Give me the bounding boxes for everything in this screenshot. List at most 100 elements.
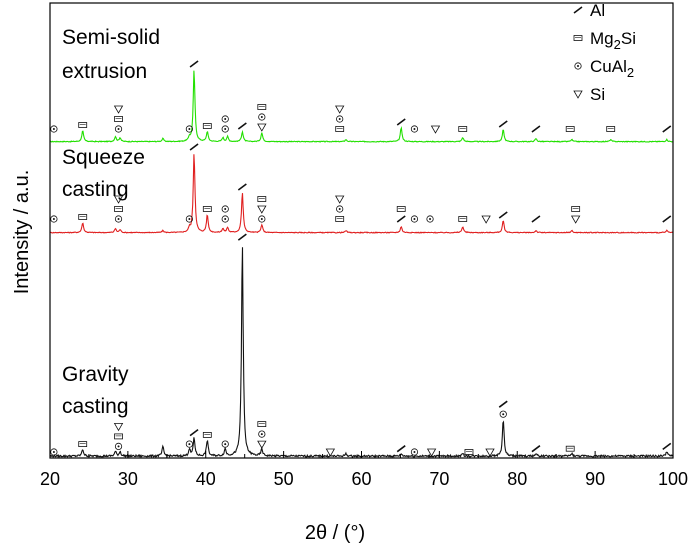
phase-marker-group	[202, 431, 212, 438]
cual2-marker	[50, 448, 58, 456]
sample-label-layer: Semi-solid extrusion Squeeze casting Gravity…	[62, 26, 160, 418]
legend-label: Al	[590, 1, 605, 20]
cual2-marker-dot	[413, 128, 416, 130]
cual2-marker-dot	[117, 445, 120, 448]
x-tick-label: 80	[507, 469, 527, 489]
cual2-marker	[258, 430, 266, 438]
cual2-marker	[499, 410, 507, 418]
mg2si-marker	[202, 431, 212, 438]
al-marker	[662, 442, 672, 451]
cual2-marker-dot	[224, 218, 227, 220]
si-marker	[481, 215, 491, 224]
phase-marker-group	[396, 445, 406, 453]
legend-label-subscript: 2	[614, 37, 621, 52]
si-marker	[426, 448, 437, 457]
phase-marker-group	[430, 125, 441, 134]
mg2si-marker	[335, 126, 345, 132]
x-axis-ticks: 20 30 40 50 60 70 80 90 100	[40, 451, 688, 489]
series-label: casting	[62, 395, 129, 418]
mg2si-marker	[573, 35, 583, 41]
si-marker	[573, 90, 583, 99]
phase-marker-group	[481, 215, 491, 224]
phase-marker-group	[113, 422, 124, 450]
mg2si-marker	[396, 206, 406, 212]
phase-marker-group	[410, 448, 419, 456]
cual2-marker-dot	[577, 65, 579, 67]
series-label: Gravity	[62, 363, 129, 386]
phase-marker-group	[257, 104, 267, 132]
x-tick-label: 100	[658, 469, 688, 489]
phase-marker-group	[189, 428, 199, 437]
cual2-marker	[114, 442, 123, 450]
phase-marker-group	[458, 216, 468, 222]
x-tick-label: 20	[40, 469, 60, 489]
phase-marker-group	[78, 122, 88, 128]
al-marker	[189, 60, 199, 68]
mg2si-marker	[202, 123, 212, 129]
phase-marker-group	[531, 215, 541, 223]
legend-label: Mg2Si	[590, 29, 636, 52]
mg2si-marker	[606, 126, 616, 132]
al-marker	[498, 211, 508, 219]
x-tick-label: 90	[585, 469, 605, 489]
al-marker	[237, 122, 247, 130]
legend-label-part: Mg	[590, 29, 614, 48]
cual2-marker-dot	[338, 208, 341, 210]
cual2-marker-dot	[52, 128, 55, 130]
cual2-marker-dot	[224, 208, 227, 210]
al-marker	[189, 428, 199, 437]
cual2-marker-dot	[260, 218, 263, 220]
phase-marker-group	[426, 215, 434, 223]
cual2-marker	[574, 62, 582, 70]
phase-marker-group	[257, 421, 267, 449]
phase-marker-group	[410, 215, 419, 223]
mg2si-marker	[458, 216, 468, 222]
phase-marker-group	[257, 196, 267, 223]
series-line	[49, 70, 674, 143]
y-axis-title: Intensity / a.u.	[11, 170, 33, 295]
cual2-marker	[185, 440, 193, 448]
phase-marker-group	[113, 105, 124, 133]
si-marker	[257, 123, 267, 132]
cual2-marker	[185, 125, 193, 133]
mg2si-marker	[78, 214, 88, 220]
cual2-marker	[426, 215, 434, 223]
x-tick-label: 30	[118, 469, 138, 489]
cual2-marker-dot	[413, 218, 416, 220]
series-line	[49, 247, 674, 459]
phase-marker-group	[570, 206, 581, 224]
legend-item: CuAl2	[574, 57, 634, 80]
phase-marker-group	[325, 448, 336, 457]
mg2si-marker	[114, 116, 123, 122]
legend-item: Al	[573, 1, 605, 20]
phase-marker-group	[185, 215, 193, 223]
legend-label: Si	[590, 85, 605, 104]
cual2-marker	[410, 448, 419, 456]
phase-marker-group	[498, 211, 508, 219]
cual2-marker-dot	[52, 451, 55, 453]
phase-marker-group	[531, 125, 541, 133]
phase-marker-group	[189, 143, 199, 151]
mg2si-marker	[571, 206, 581, 212]
mg2si-marker	[565, 126, 575, 132]
cual2-marker	[221, 440, 229, 448]
mg2si-marker	[78, 122, 88, 128]
legend-label: CuAl2	[590, 57, 634, 80]
al-marker	[189, 143, 199, 151]
series-line	[49, 154, 674, 234]
x-tick-label: 40	[196, 469, 216, 489]
phase-marker-group	[498, 400, 508, 418]
legend-item: Mg2Si	[573, 29, 636, 52]
cual2-marker-dot	[502, 413, 505, 416]
al-marker	[237, 183, 247, 191]
phase-marker-group	[202, 206, 212, 212]
phase-marker-group	[662, 125, 672, 133]
al-marker	[498, 120, 508, 128]
mg2si-marker	[257, 104, 267, 110]
cual2-marker-dot	[117, 218, 120, 220]
phase-marker-group	[498, 120, 508, 128]
cual2-marker-dot	[429, 218, 432, 220]
al-marker	[662, 215, 672, 223]
phase-marker-group	[237, 233, 247, 241]
